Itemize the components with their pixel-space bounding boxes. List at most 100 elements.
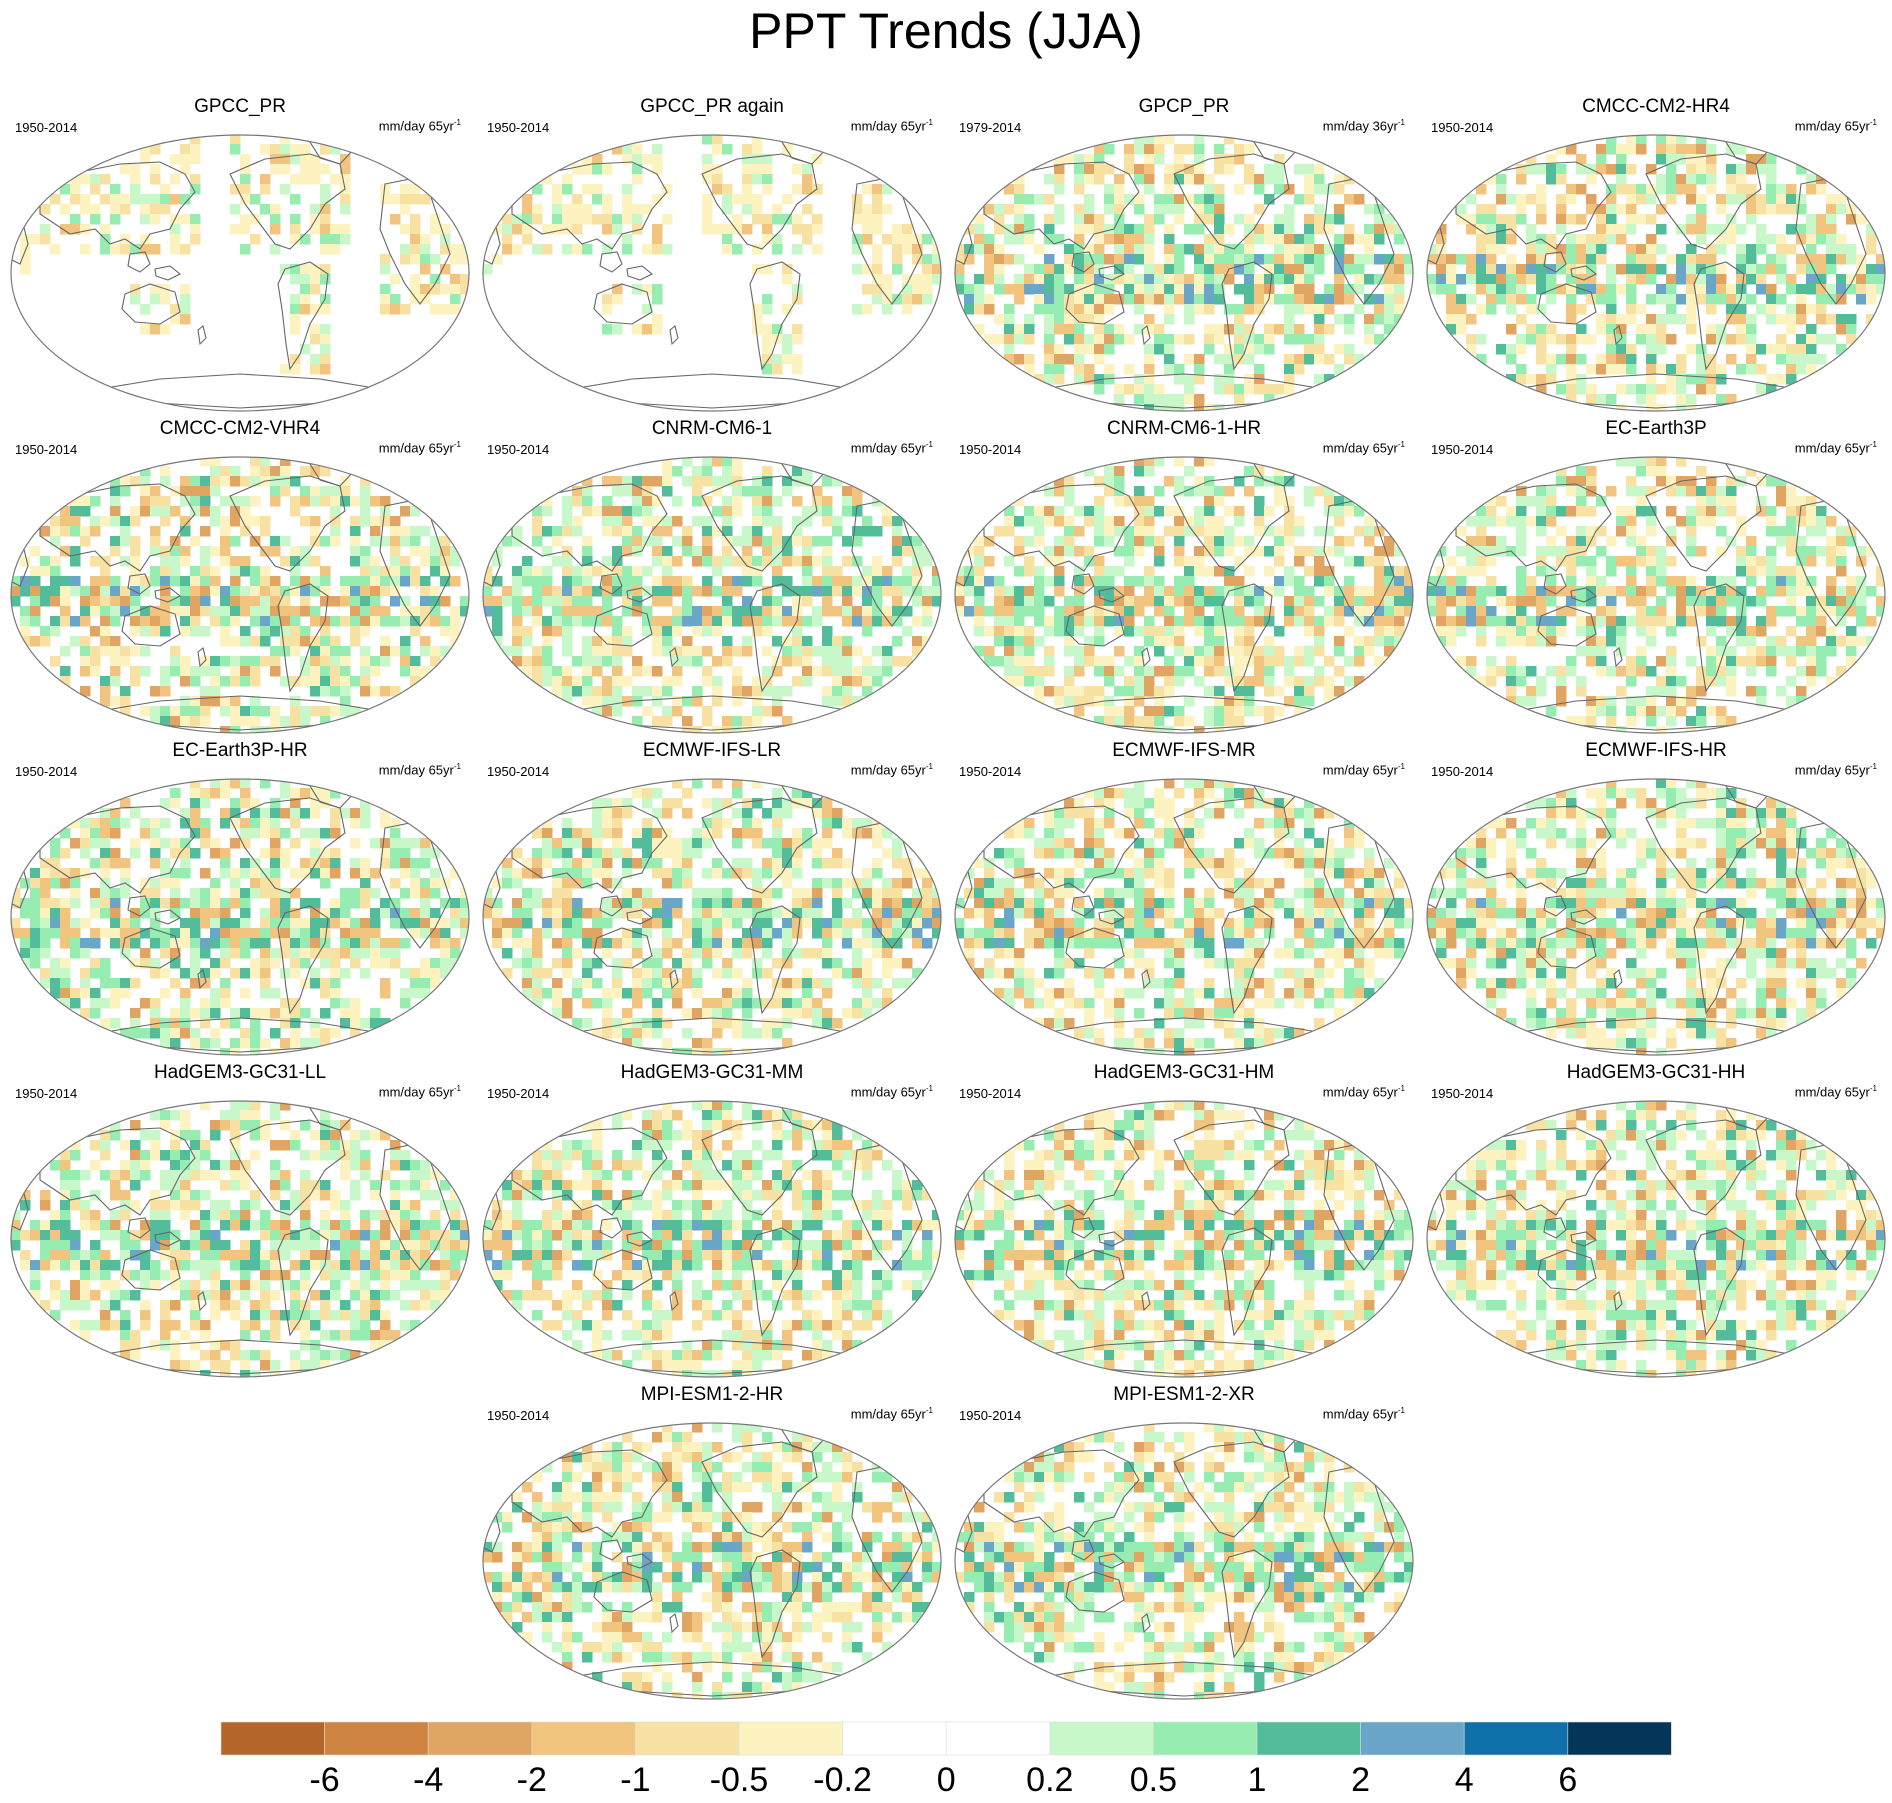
trend-field — [955, 1423, 1413, 1699]
map-border — [1426, 456, 1886, 734]
colorbar-tick-label: 4 — [1455, 1761, 1474, 1799]
panel-period: 1950-2014 — [959, 1086, 1022, 1101]
map-panel: CMCC-CM2-VHR4 1950-2014 mm/day 65yr-1 — [5, 418, 475, 738]
map-border — [954, 134, 1414, 412]
panel-title: EC-Earth3P — [1605, 418, 1707, 439]
map-border — [954, 1100, 1414, 1378]
map-border — [954, 456, 1414, 734]
panel-units: mm/day 65yr-1 — [1322, 1084, 1405, 1100]
map-border — [482, 1100, 942, 1378]
panel-title: ECMWF-IFS-LR — [642, 740, 782, 761]
trend-map — [482, 456, 942, 734]
coastlines — [11, 459, 451, 731]
map-panel: EC-Earth3P-HR 1950-2014 mm/day 65yr-1 — [5, 740, 475, 1060]
panel-units: mm/day 65yr-1 — [1322, 1406, 1405, 1422]
colorbar-tick-label: 0.5 — [1130, 1761, 1177, 1799]
colorbar-tick-label: 0.2 — [1026, 1761, 1073, 1799]
colorbar-tick-label: -0.5 — [710, 1761, 769, 1799]
map-panel: CNRM-CM6-1 1950-2014 mm/day 65yr-1 — [477, 418, 947, 738]
map-border — [1426, 778, 1886, 1056]
panel-period: 1950-2014 — [959, 764, 1022, 779]
trend-map — [1426, 1100, 1886, 1378]
colorbar-swatch — [1360, 1721, 1465, 1756]
panel-title: HadGEM3-GC31-LL — [153, 1062, 327, 1083]
map-border — [482, 456, 942, 734]
trend-map — [954, 134, 1414, 412]
panel-title: CNRM-CM6-1-HR — [1106, 418, 1262, 439]
map-panel: ECMWF-IFS-MR 1950-2014 mm/day 65yr-1 — [949, 740, 1419, 1060]
panel-units: mm/day 65yr-1 — [1794, 762, 1877, 778]
panel-units: mm/day 65yr-1 — [1794, 118, 1877, 134]
trend-map — [482, 1422, 942, 1700]
panel-period: 1950-2014 — [1431, 442, 1494, 457]
map-border — [482, 134, 942, 412]
colorbar-tick-label: 0 — [937, 1761, 956, 1799]
trend-field — [483, 457, 941, 733]
colorbar-swatch — [635, 1721, 740, 1756]
trend-field — [483, 779, 941, 1055]
panel-units: mm/day 65yr-1 — [1794, 1084, 1877, 1100]
panel-title: HadGEM3-GC31-MM — [620, 1062, 804, 1083]
colorbar-tick-label: -1 — [620, 1761, 650, 1799]
trend-field — [1427, 779, 1885, 1055]
trend-field — [955, 1101, 1413, 1377]
panel-period: 1950-2014 — [1431, 120, 1494, 135]
trend-map — [954, 1422, 1414, 1700]
map-panel: MPI-ESM1-2-XR 1950-2014 mm/day 65yr-1 — [949, 1384, 1419, 1704]
colorbar-tick-label: -6 — [309, 1761, 339, 1799]
panel-period: 1979-2014 — [959, 120, 1022, 135]
trend-field — [11, 1101, 469, 1377]
panel-units: mm/day 36yr-1 — [1322, 118, 1405, 134]
colorbar-swatch — [1463, 1721, 1569, 1756]
map-border — [10, 778, 470, 1056]
map-border — [10, 1100, 470, 1378]
trend-field — [20, 135, 469, 375]
trend-field — [955, 457, 1413, 733]
panel-units: mm/day 65yr-1 — [850, 440, 933, 456]
colorbar-swatch — [220, 1721, 325, 1756]
panel-title: CMCC-CM2-HR4 — [1582, 96, 1730, 117]
map-border — [954, 1422, 1414, 1700]
trend-map — [10, 134, 470, 412]
map-border — [10, 456, 470, 734]
panel-units: mm/day 65yr-1 — [850, 762, 933, 778]
trend-field — [1427, 457, 1885, 733]
colorbar-swatch — [531, 1721, 636, 1756]
map-border — [954, 778, 1414, 1056]
map-panel: CNRM-CM6-1-HR 1950-2014 mm/day 65yr-1 — [949, 418, 1419, 738]
map-panel: HadGEM3-GC31-HM 1950-2014 mm/day 65yr-1 — [949, 1062, 1419, 1382]
map-panel: GPCP_PR 1979-2014 mm/day 36yr-1 — [949, 96, 1419, 416]
trend-map — [482, 134, 942, 412]
panel-units: mm/day 65yr-1 — [850, 1084, 933, 1100]
map-panel: HadGEM3-GC31-MM 1950-2014 mm/day 65yr-1 — [477, 1062, 947, 1382]
map-border — [10, 134, 470, 412]
panel-units: mm/day 65yr-1 — [850, 118, 933, 134]
panel-title: GPCC_PR — [194, 96, 286, 117]
trend-field — [955, 779, 1413, 1055]
panel-units: mm/day 65yr-1 — [378, 440, 461, 456]
colorbar-swatch — [945, 1721, 1051, 1756]
colorbar-tick-label: -2 — [517, 1761, 547, 1799]
trend-map — [10, 778, 470, 1056]
panel-period: 1950-2014 — [1431, 1086, 1494, 1101]
map-border — [482, 778, 942, 1056]
colorbar-swatch — [324, 1721, 429, 1756]
colorbar-swatch — [1049, 1721, 1154, 1756]
panel-units: mm/day 65yr-1 — [1322, 762, 1405, 778]
colorbar-swatch — [1567, 1721, 1672, 1756]
colorbar-swatch — [738, 1721, 843, 1756]
colorbar-tick-label: 2 — [1351, 1761, 1370, 1799]
colorbar-tick-label: -0.2 — [813, 1761, 872, 1799]
panel-period: 1950-2014 — [959, 442, 1022, 457]
panel-title: ECMWF-IFS-MR — [1112, 740, 1256, 761]
colorbar-swatch — [427, 1721, 533, 1756]
trend-map — [1426, 778, 1886, 1056]
trend-field — [483, 1423, 941, 1699]
trend-map — [954, 778, 1414, 1056]
panel-period: 1950-2014 — [15, 442, 78, 457]
map-panel: HadGEM3-GC31-HH 1950-2014 mm/day 65yr-1 — [1421, 1062, 1891, 1382]
panel-period: 1950-2014 — [15, 764, 78, 779]
trend-map — [10, 1100, 470, 1378]
panel-title: HadGEM3-GC31-HH — [1566, 1062, 1746, 1083]
trend-field — [483, 135, 941, 375]
